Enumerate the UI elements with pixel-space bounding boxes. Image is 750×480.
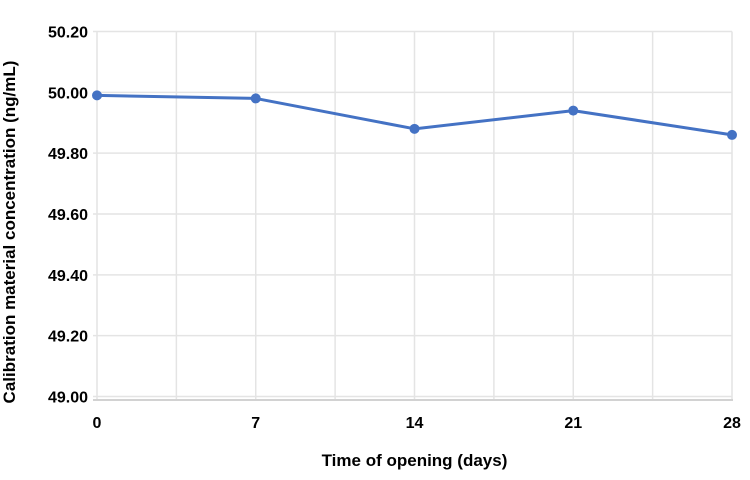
x-tick-label: 0 (93, 415, 102, 432)
y-tick-label: 50.00 (48, 85, 88, 102)
x-tick-label: 14 (406, 415, 424, 432)
y-tick-label: 49.60 (48, 207, 88, 224)
data-series (92, 90, 737, 140)
y-tick-label: 49.80 (48, 146, 88, 163)
data-point (250, 93, 261, 104)
x-tick-label: 21 (564, 415, 582, 432)
tick-labels: 50.20 50.00 49.80 49.60 49.40 49.20 49.00 0 7 14 2… (48, 25, 741, 433)
y-tick-label: 49.20 (48, 329, 88, 346)
y-tick-label: 49.00 (48, 390, 88, 407)
data-point (568, 105, 579, 116)
data-point (92, 90, 102, 101)
y-axis-title: Calibration material concentration (ng/m… (0, 61, 19, 404)
data-point (727, 129, 737, 140)
x-tick-label: 7 (251, 415, 260, 432)
data-point (409, 123, 420, 134)
y-tick-label: 49.40 (48, 268, 88, 285)
gridlines (93, 30, 733, 400)
y-tick-label: 50.20 (48, 25, 88, 42)
x-axis-title: Time of opening (days) (322, 451, 508, 470)
x-tick-label: 28 (723, 415, 741, 432)
